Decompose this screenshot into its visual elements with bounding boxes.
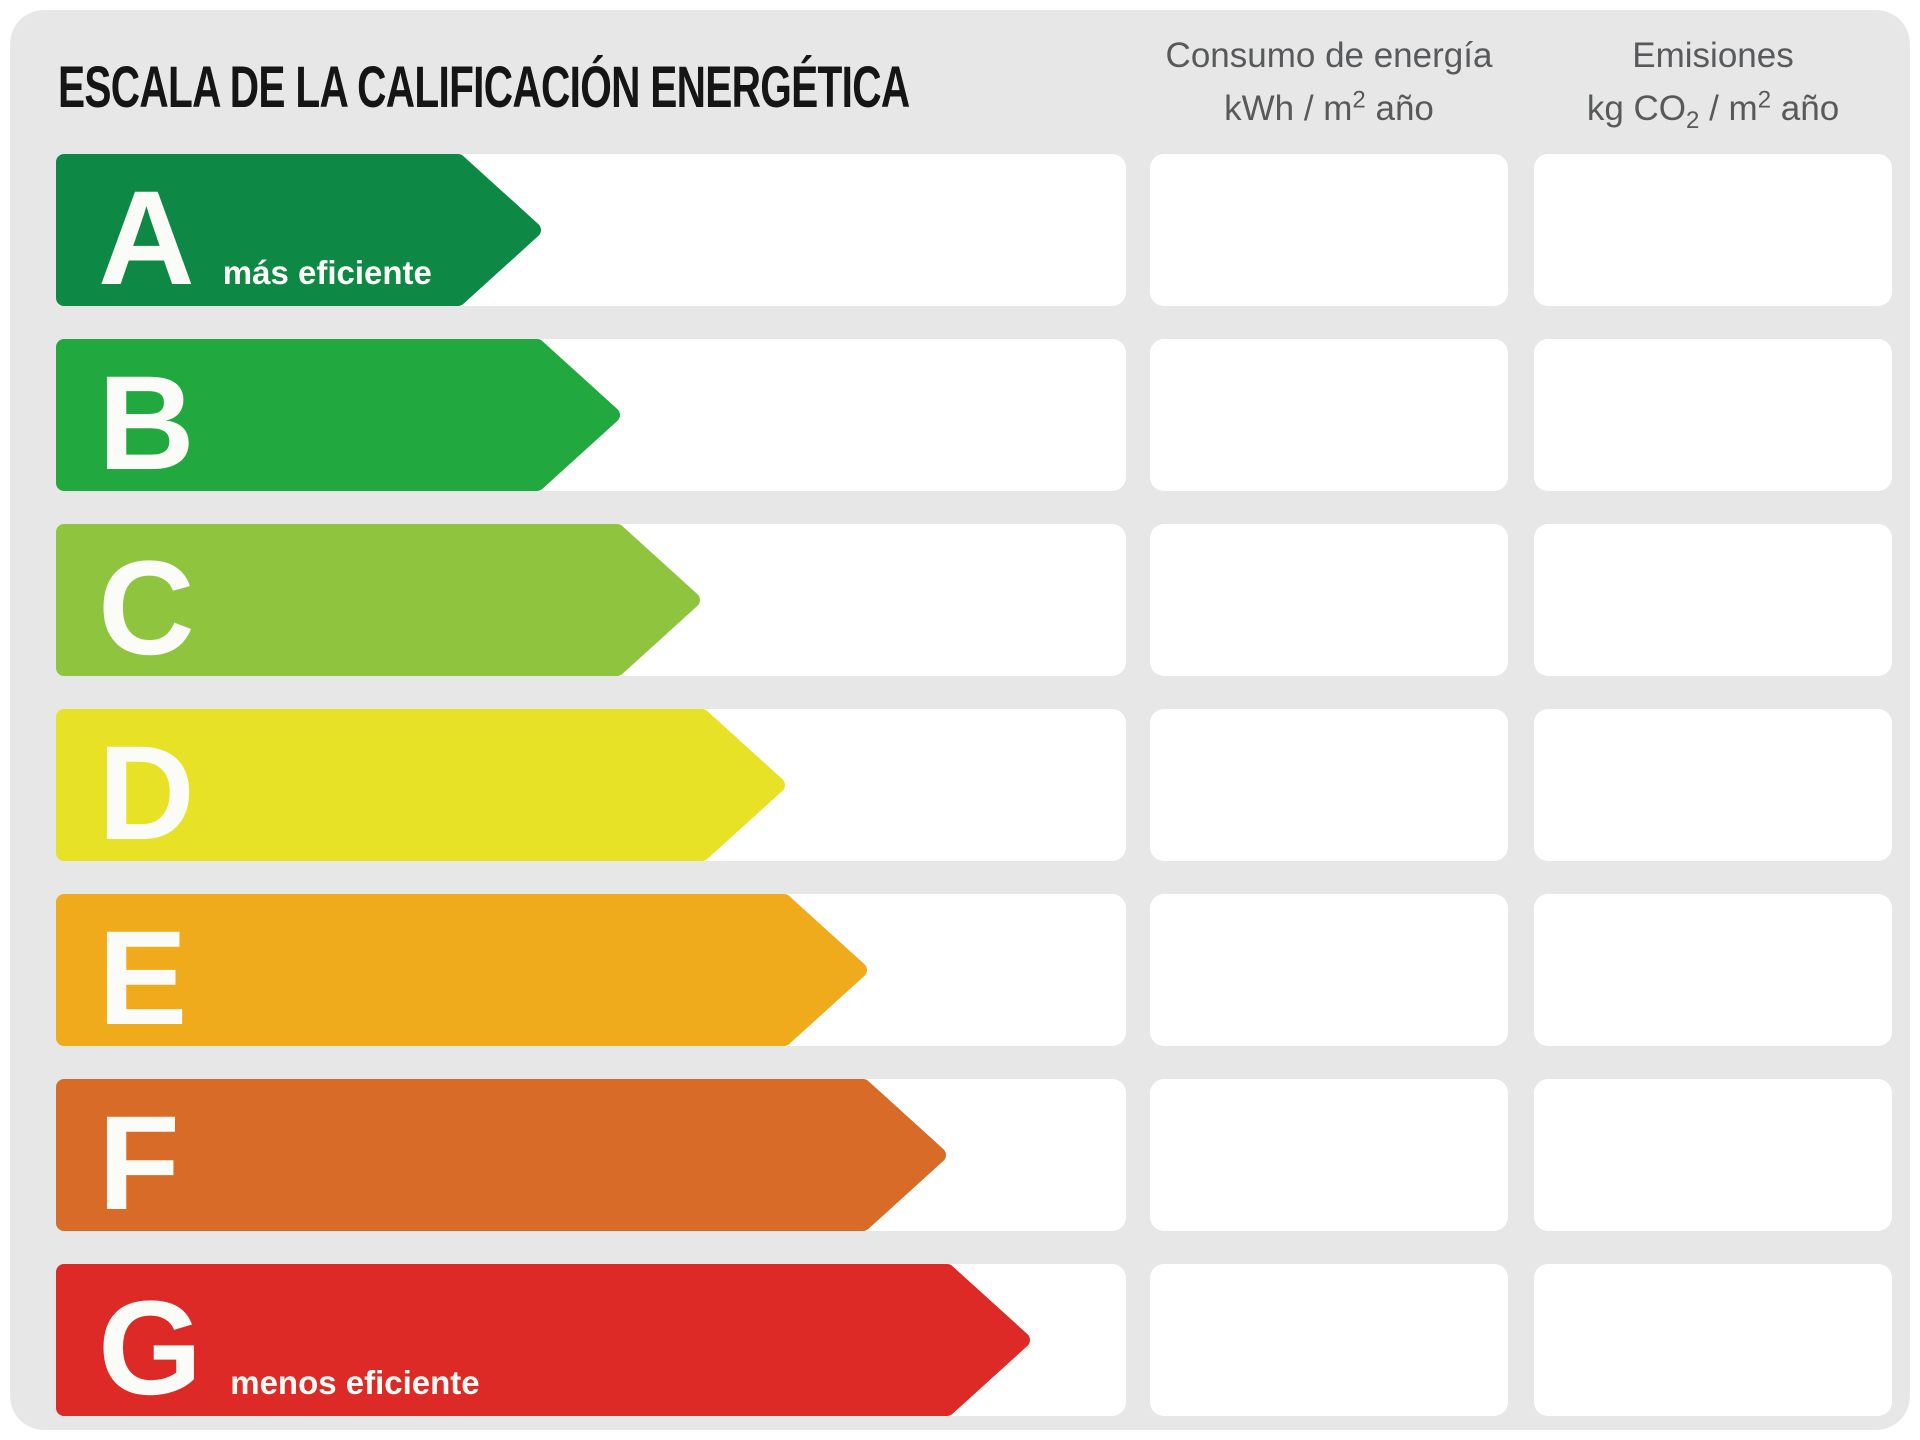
arrow-shape-icon (56, 709, 785, 861)
emissions-value-cell (1534, 524, 1892, 676)
arrow-shape-icon (56, 524, 700, 676)
arrow-text: D (98, 727, 195, 861)
consumption-value-cell (1150, 1079, 1508, 1231)
consumption-value-cell (1150, 339, 1508, 491)
emissions-value-cell (1534, 1264, 1892, 1416)
arrow-shape-icon (56, 1264, 1030, 1416)
emissions-value-cell (1534, 894, 1892, 1046)
consumption-column-header: Consumo de energía kWh / m2 año (1150, 34, 1508, 131)
grade-arrow-c: C (56, 524, 700, 676)
grade-letter: E (98, 904, 188, 1053)
grade-letter: D (98, 719, 195, 868)
grade-letter: G (98, 1274, 203, 1423)
consumption-header-line1: Consumo de energía (1165, 36, 1493, 75)
grade-arrow-b: B (56, 339, 620, 491)
arrow-shape-icon (56, 1079, 946, 1231)
arrow-shape-icon (56, 154, 541, 306)
consumption-value-cell (1150, 894, 1508, 1046)
emissions-value-cell (1534, 1079, 1892, 1231)
emissions-value-cell (1534, 709, 1892, 861)
grade-arrow-f: F (56, 1079, 946, 1231)
consumption-header-unit: kWh / m2 año (1224, 86, 1434, 128)
emissions-value-cell (1534, 154, 1892, 306)
consumption-value-cell (1150, 524, 1508, 676)
rating-row-f: F (10, 1079, 1910, 1231)
arrow-shape-icon (56, 894, 867, 1046)
arrow-text: F (98, 1097, 180, 1231)
consumption-value-cell (1150, 1264, 1508, 1416)
grade-letter: F (98, 1089, 180, 1238)
arrow-text: E (98, 912, 187, 1046)
grade-letter: C (98, 534, 195, 683)
rating-row-c: C (10, 524, 1910, 676)
grade-arrow-d: D (56, 709, 785, 861)
page-title: ESCALA DE LA CALIFICACIÓN ENERGÉTICA (58, 55, 910, 120)
consumption-value-cell (1150, 154, 1508, 306)
grade-letter: B (98, 349, 195, 498)
label-panel: ESCALA DE LA CALIFICACIÓN ENERGÉTICA Con… (10, 10, 1910, 1430)
emissions-column-header: Emisiones kg CO2 / m2 año (1534, 34, 1892, 143)
grade-efficiency-label: menos eficiente (230, 1364, 480, 1401)
arrow-shape-icon (56, 339, 620, 491)
emissions-header-unit: kg CO2 / m2 año (1586, 86, 1840, 134)
emissions-value-cell (1534, 339, 1892, 491)
rating-row-e: E (10, 894, 1910, 1046)
arrow-text: B (98, 357, 195, 491)
emissions-header-line1: Emisiones (1632, 36, 1794, 75)
rating-row-b: B (10, 339, 1910, 491)
grade-arrow-e: E (56, 894, 867, 1046)
consumption-value-cell (1150, 709, 1508, 861)
arrow-text: C (98, 542, 195, 676)
rating-row-d: D (10, 709, 1910, 861)
grade-letter: A (98, 164, 195, 313)
grade-efficiency-label: más eficiente (222, 254, 432, 291)
